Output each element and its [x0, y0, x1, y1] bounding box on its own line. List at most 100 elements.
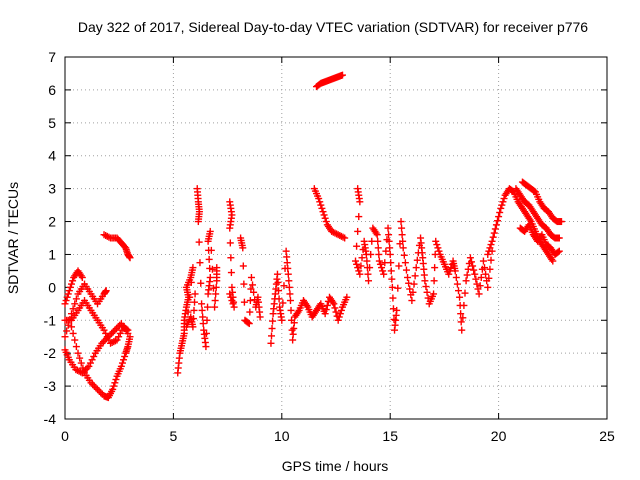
data-point	[491, 225, 499, 233]
data-point	[373, 231, 381, 239]
data-point	[280, 282, 288, 290]
y-tick-label: 2	[48, 214, 56, 230]
data-point	[500, 195, 508, 203]
series-spike-6	[193, 185, 221, 351]
data-point	[451, 267, 459, 275]
chart-title: Day 322 of 2017, Sidereal Day-to-day VTE…	[78, 19, 588, 35]
data-point	[341, 234, 349, 242]
data-point	[399, 237, 407, 245]
data-point	[410, 280, 418, 288]
data-point	[90, 382, 98, 390]
data-point	[113, 336, 121, 344]
data-point	[554, 248, 562, 256]
data-point	[434, 244, 442, 252]
data-point	[469, 262, 477, 270]
y-axis-label: SDTVAR / TECUs	[5, 182, 21, 294]
data-point	[475, 290, 483, 298]
data-point	[315, 195, 323, 203]
data-point	[498, 201, 506, 209]
data-point	[191, 298, 199, 306]
data-point	[211, 297, 219, 305]
data-point	[197, 279, 205, 287]
data-point	[454, 287, 462, 295]
data-point	[332, 308, 340, 316]
data-point	[494, 217, 502, 225]
data-point	[63, 293, 71, 301]
data-point	[287, 306, 295, 314]
data-point	[497, 204, 505, 212]
data-point	[421, 277, 429, 285]
data-point	[356, 198, 364, 206]
data-point	[97, 389, 105, 397]
data-point	[479, 257, 487, 265]
data-point	[388, 283, 396, 291]
x-tick-label: 25	[599, 428, 615, 444]
data-point	[452, 273, 460, 281]
data-point	[473, 280, 481, 288]
x-tick-label: 0	[61, 428, 69, 444]
data-point	[488, 237, 496, 245]
data-point	[399, 244, 407, 252]
data-point	[354, 264, 362, 272]
data-point	[385, 237, 393, 245]
data-point	[61, 333, 69, 341]
data-point	[227, 254, 235, 262]
data-point	[189, 264, 197, 272]
data-point	[322, 306, 330, 314]
data-point	[463, 271, 471, 279]
data-point	[126, 254, 134, 262]
data-point	[397, 218, 405, 226]
data-point	[278, 316, 286, 324]
data-point	[71, 336, 79, 344]
data-point	[406, 285, 414, 293]
data-point	[485, 274, 493, 282]
data-point	[69, 277, 77, 285]
data-point	[490, 229, 498, 237]
data-point	[284, 270, 292, 278]
data-point	[487, 241, 495, 249]
series-cluster-5	[174, 264, 199, 377]
data-point	[285, 283, 293, 291]
data-point	[256, 313, 264, 321]
data-point	[65, 287, 73, 295]
data-point	[110, 382, 118, 390]
data-point	[100, 326, 108, 334]
data-point	[76, 354, 84, 362]
data-point	[268, 332, 276, 340]
data-point	[211, 303, 219, 311]
data-point	[198, 300, 206, 308]
data-point	[111, 379, 119, 387]
data-point	[269, 317, 277, 325]
data-point	[423, 288, 431, 296]
series-arc-c	[61, 297, 132, 347]
data-point	[320, 211, 328, 219]
data-point	[357, 262, 365, 270]
data-point	[430, 290, 438, 298]
data-point	[62, 297, 70, 305]
data-point	[468, 258, 475, 266]
data-point	[433, 241, 441, 249]
data-point	[78, 273, 86, 281]
data-point	[288, 326, 296, 334]
data-point	[246, 308, 254, 316]
data-point	[334, 316, 342, 324]
data-point	[408, 297, 416, 305]
data-point	[207, 246, 215, 254]
data-point	[71, 300, 79, 308]
data-point	[111, 337, 119, 345]
data-point	[405, 279, 413, 287]
data-point	[72, 295, 80, 303]
data-point	[85, 362, 93, 370]
y-tick-label: -3	[44, 378, 57, 394]
data-point	[77, 359, 85, 367]
data-point	[400, 251, 408, 259]
y-tick-label: -4	[44, 411, 57, 427]
data-point	[389, 305, 397, 313]
data-point	[476, 282, 484, 290]
data-point	[230, 303, 238, 311]
data-point	[66, 283, 74, 291]
series-arc-top	[312, 71, 347, 91]
data-point	[187, 278, 195, 286]
data-point	[202, 343, 210, 351]
data-point	[228, 297, 236, 305]
